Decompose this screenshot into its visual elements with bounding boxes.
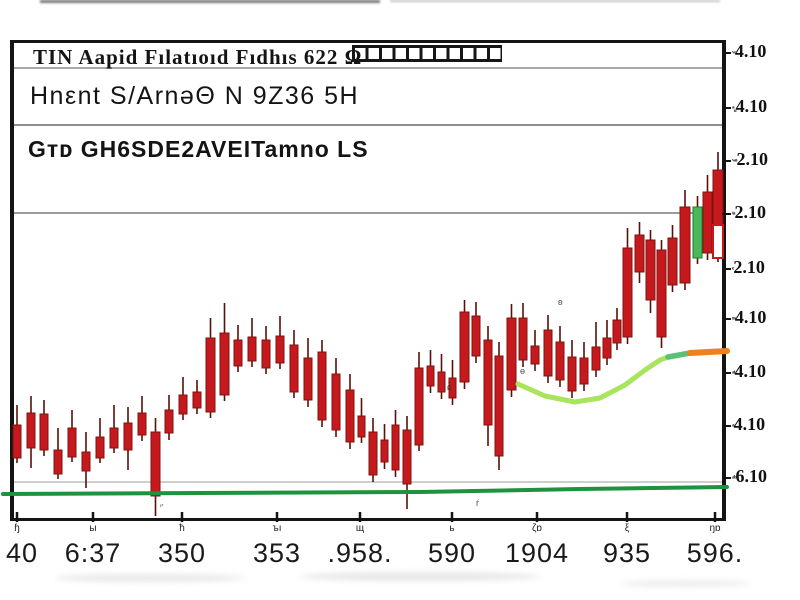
noise-glyph: ɕ̈ (447, 382, 452, 392)
x-axis-tick-glyph: ζɒ (532, 523, 542, 534)
y-axis-value: 4.10 (734, 307, 767, 327)
x-axis-label: 353 (252, 538, 302, 568)
x-axis-label: 6:37 (64, 538, 122, 568)
x-axis-label: 596. (686, 538, 744, 568)
y-axis-value: 4.10 (733, 414, 766, 434)
y-axis-tick-glyph: ᵗᵃ (732, 208, 735, 219)
header-separator-line (14, 67, 722, 69)
y-axis-tick-glyph: ʷ (732, 47, 736, 58)
y-axis-tick (722, 317, 731, 320)
y-axis-tick-glyph: ᵃᵤ (732, 102, 736, 113)
x-axis-tick-glyph: щ (355, 523, 365, 534)
x-axis-tick-glyph: ь (449, 523, 455, 534)
x-axis-tick-glyph: ξ (624, 523, 630, 534)
y-axis-value: 2.10 (733, 257, 765, 277)
noise-glyph: ʚ (558, 297, 563, 307)
y-axis-label: ᵃᵤ4.10 (722, 96, 767, 117)
y-axis-value: 4.10 (735, 96, 768, 116)
y-axis-label: ʳᵃ4.10 (722, 307, 766, 328)
y-axis-tick (722, 159, 731, 162)
artifact-smudge (390, 0, 720, 2)
noise-glyph: ө (520, 366, 526, 376)
header-separator-line (14, 124, 722, 126)
x-axis-tick-glyph: ɧ (14, 523, 20, 534)
y-axis-tick-glyph: ᵃᵗ (732, 367, 735, 378)
y-axis-label: ᵃᵗ4.10 (722, 361, 766, 382)
y-axis-tick (722, 212, 731, 215)
y-axis-tick-glyph: ʳᵃ (732, 313, 736, 324)
y-axis-label: ᵃᵇ6.10 (722, 466, 767, 487)
x-axis-tick-glyph: ŋɒ (709, 523, 721, 534)
x-axis-label: .958. (327, 538, 393, 568)
chart-title-line-2: Hnεnt S/ArnəΘ N 9Z36 5H (30, 82, 360, 110)
noise-glyph: ꞌʼ (160, 503, 164, 513)
y-axis-label: ᵉ2.10 (722, 257, 765, 278)
artifact-smudge (620, 580, 750, 587)
y-axis-tick (722, 267, 731, 270)
y-axis-value: 2.10 (736, 149, 769, 169)
chart-frame (10, 40, 726, 521)
y-axis-value: 6.10 (735, 466, 768, 486)
noise-glyph: ŕ (476, 498, 479, 508)
artifact-smudge (300, 572, 540, 581)
x-axis-label: 935 (602, 538, 652, 568)
x-axis-label: 40 (5, 538, 39, 568)
y-axis-tick-glyph: ʷᵃ (732, 155, 737, 166)
x-axis-label: 350 (157, 538, 207, 568)
x-axis-tick-glyph: ħ (179, 523, 185, 534)
x-axis-tick-glyph: ъı (272, 523, 282, 534)
artifact-smudge (55, 574, 245, 582)
y-axis-value: 4.10 (734, 361, 767, 381)
x-axis-tick-glyph: ы (89, 523, 97, 534)
chart-title-line-1: TIN Aapid Fılatıoıd Fıdhıs 622 Ω (33, 45, 363, 69)
y-axis-tick (722, 424, 731, 427)
y-axis-tick-glyph: ᵃᵇ (732, 472, 736, 483)
y-axis-tick (722, 476, 731, 479)
x-axis-label: 590 (427, 538, 477, 568)
y-axis-label: ʷ4.10 (722, 41, 766, 62)
y-axis-tick (722, 106, 731, 109)
artifact-smudge (40, 0, 380, 3)
y-axis-value: 2.10 (734, 202, 767, 222)
x-axis-label: 1904 (504, 538, 570, 568)
y-axis-label: ᵗᵃ2.10 (722, 202, 766, 223)
y-axis-tick-glyph: ᵃ (732, 420, 734, 431)
y-axis-tick (722, 371, 731, 374)
hatch-ladder-glyph (352, 45, 502, 62)
y-axis-label: ᵃ4.10 (722, 414, 765, 435)
y-axis-value: 4.10 (734, 41, 767, 61)
chart-title-line-3: Gᴛᴅ GH6SDE2AVEITamno LS (28, 136, 369, 162)
y-axis-label: ʷᵃ2.10 (722, 149, 768, 170)
y-axis-tick (722, 51, 731, 54)
